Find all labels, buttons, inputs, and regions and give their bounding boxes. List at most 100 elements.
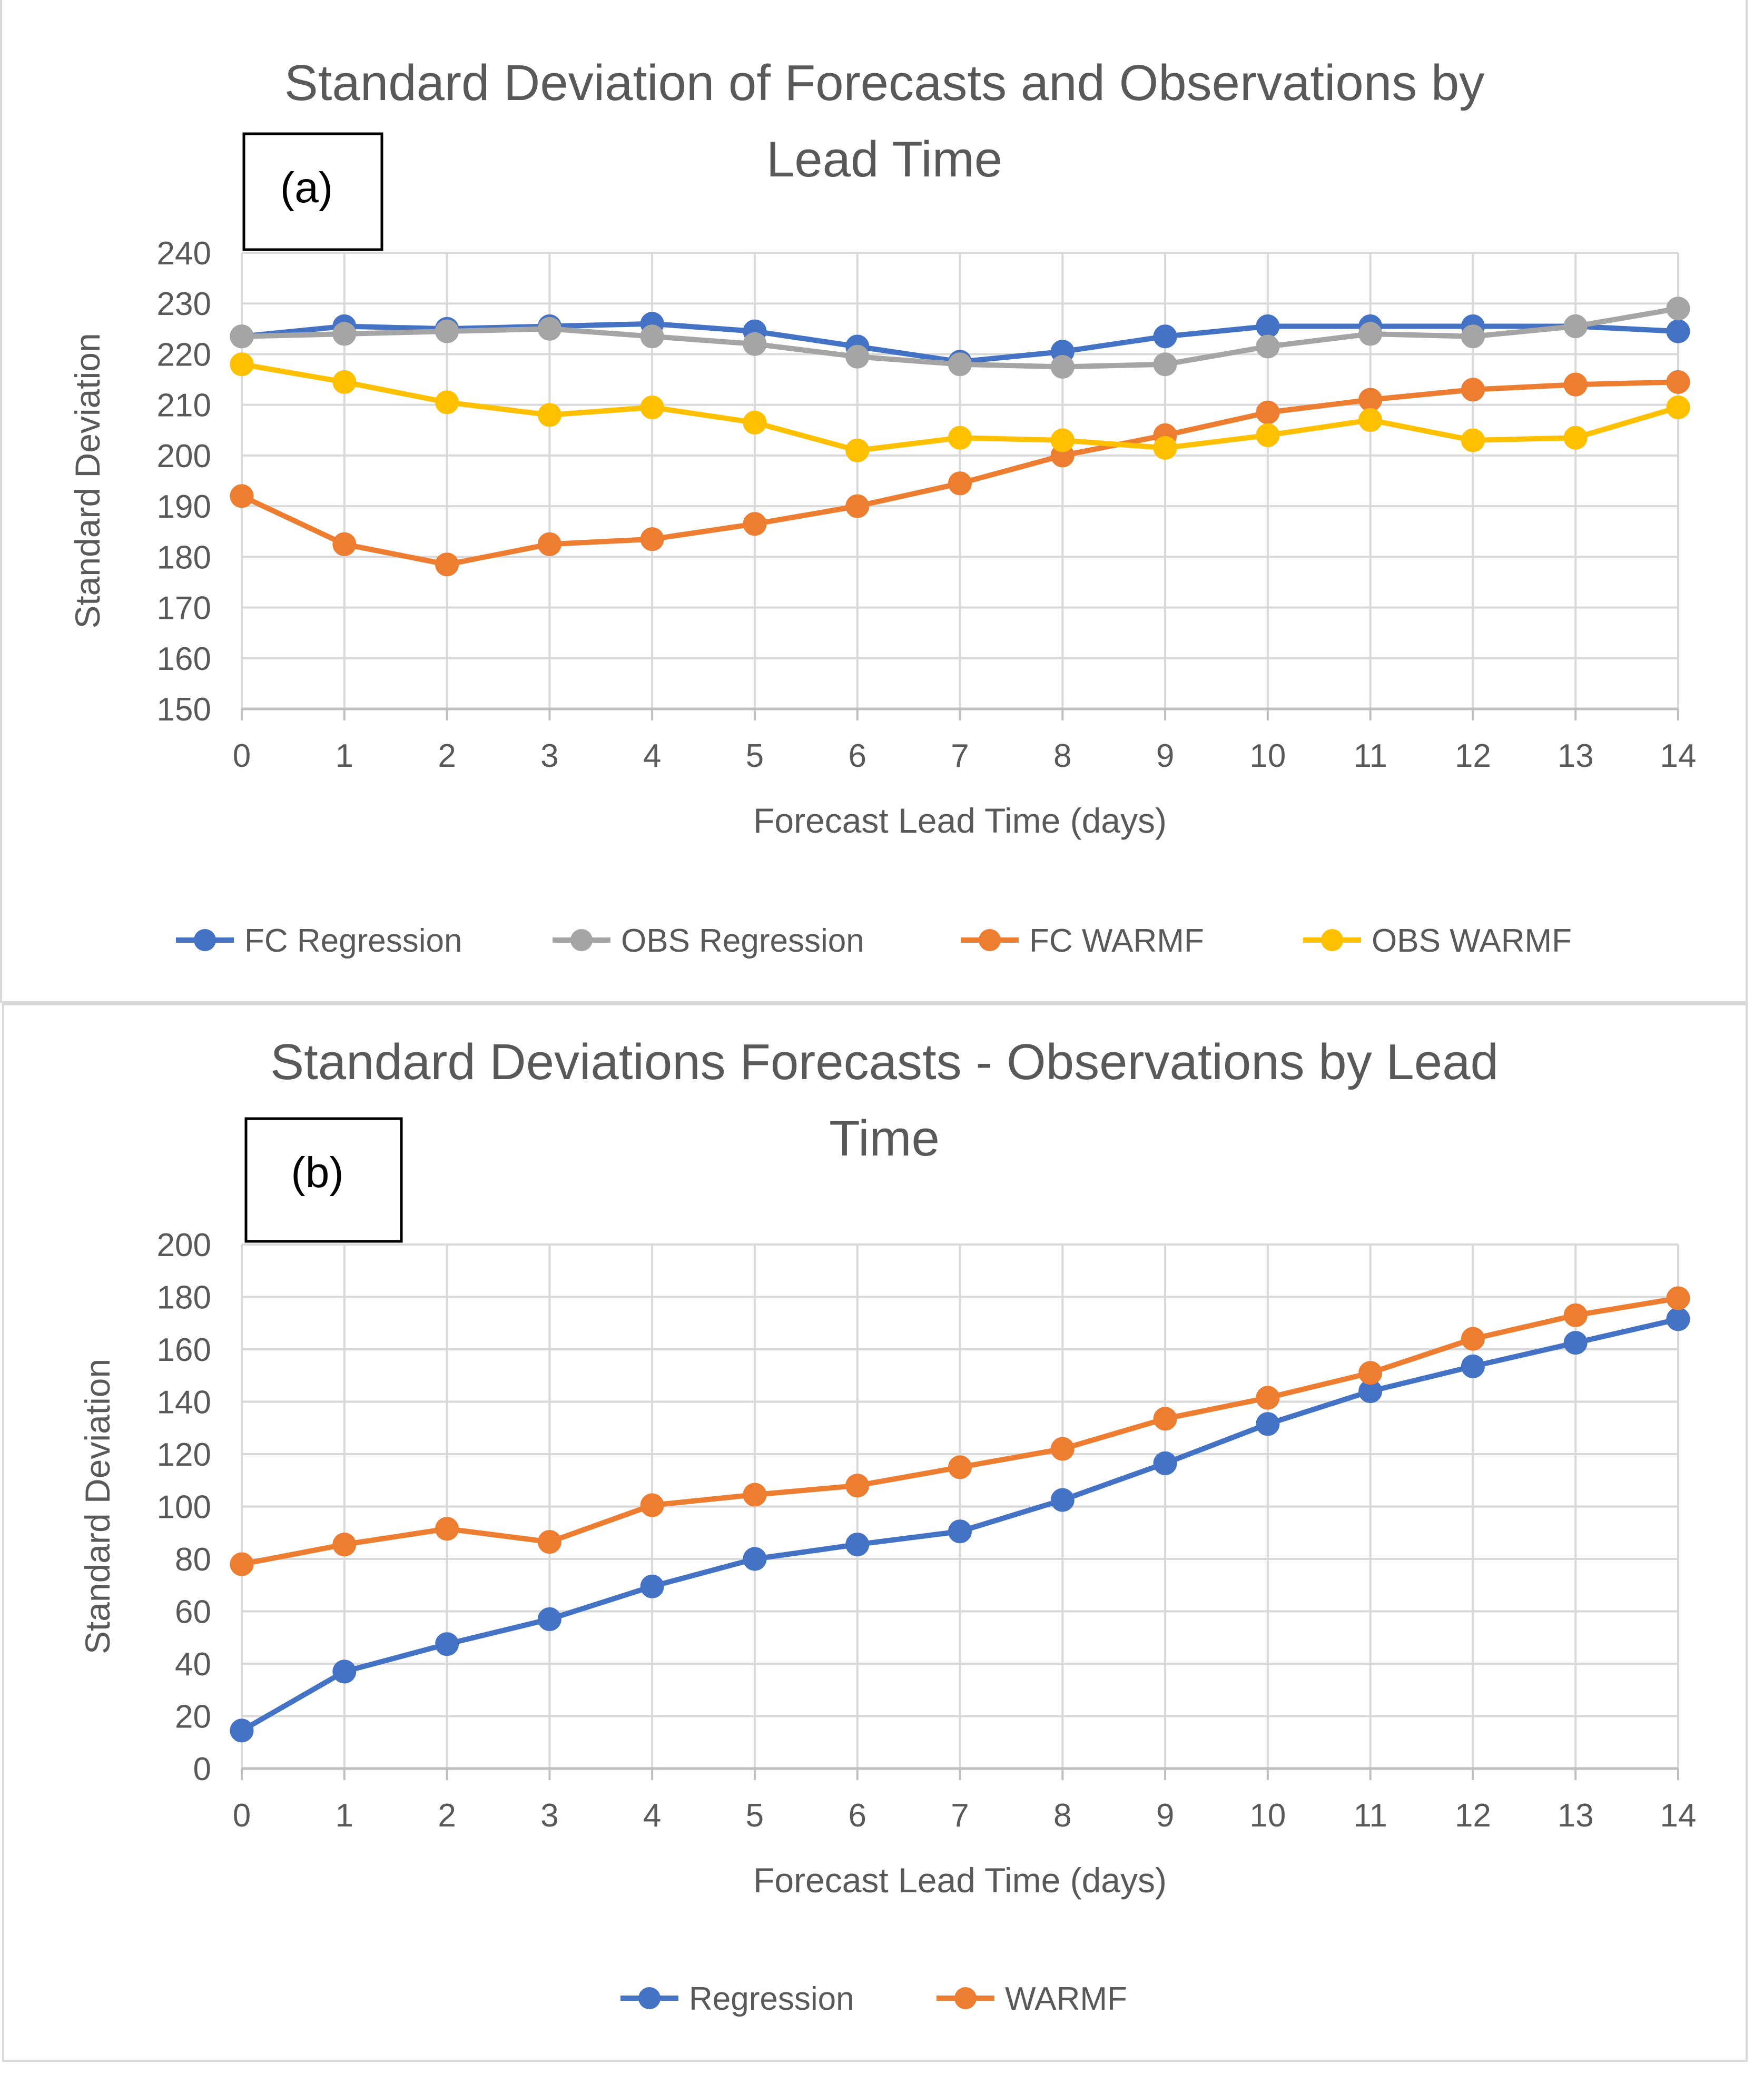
- panel-label: (a): [280, 164, 333, 212]
- data-point: [230, 1719, 254, 1743]
- legend-label: FC WARMF: [1029, 923, 1204, 959]
- legend-label: OBS WARMF: [1372, 923, 1572, 959]
- y-tick-label: 200: [157, 438, 211, 475]
- data-point: [1256, 314, 1280, 339]
- data-point: [1050, 355, 1075, 379]
- y-tick-label: 200: [157, 1227, 211, 1263]
- x-axis-label: Forecast Lead Time (days): [753, 801, 1167, 840]
- x-tick-label: 7: [951, 738, 969, 774]
- legend-marker: [1321, 929, 1343, 951]
- data-point: [537, 317, 561, 341]
- y-axis-label: Standard Deviation: [78, 1359, 117, 1654]
- data-point: [1256, 423, 1280, 447]
- legend-marker: [194, 929, 216, 951]
- y-tick-label: 160: [157, 641, 211, 677]
- data-point: [640, 527, 664, 551]
- data-point: [1563, 426, 1588, 450]
- data-point: [1153, 436, 1177, 460]
- y-tick-label: 0: [193, 1751, 211, 1787]
- y-tick-label: 210: [157, 388, 211, 424]
- data-point: [537, 1530, 561, 1554]
- x-tick-label: 13: [1558, 738, 1594, 774]
- x-tick-label: 4: [643, 1798, 661, 1834]
- data-point: [1563, 372, 1588, 397]
- data-point: [1153, 324, 1177, 349]
- data-point: [230, 324, 254, 349]
- data-point: [1666, 1286, 1690, 1310]
- data-point: [743, 410, 767, 434]
- y-tick-label: 220: [157, 337, 211, 373]
- y-tick-label: 80: [175, 1542, 211, 1578]
- y-tick-label: 100: [157, 1489, 211, 1526]
- data-point: [845, 1474, 870, 1498]
- y-axis-label: Standard Deviation: [68, 333, 107, 628]
- x-tick-label: 2: [438, 1798, 456, 1834]
- data-point: [640, 1574, 664, 1598]
- panel-label-box: [244, 1117, 403, 1243]
- x-tick-label: 10: [1249, 1798, 1286, 1834]
- data-point: [435, 1517, 459, 1541]
- data-point: [332, 1533, 357, 1557]
- data-point: [1256, 1412, 1280, 1436]
- y-tick-label: 190: [157, 489, 211, 525]
- data-point: [537, 403, 561, 427]
- data-point: [1256, 334, 1280, 359]
- x-tick-label: 11: [1353, 1798, 1387, 1834]
- data-point: [1461, 1327, 1485, 1351]
- data-point: [435, 319, 459, 343]
- x-tick-label: 10: [1249, 738, 1286, 774]
- data-point: [1563, 1303, 1588, 1327]
- y-tick-label: 160: [157, 1332, 211, 1368]
- x-tick-label: 9: [1156, 1798, 1174, 1834]
- data-point: [1050, 428, 1075, 452]
- data-point: [1153, 1451, 1177, 1475]
- data-point: [1050, 1488, 1075, 1512]
- x-tick-label: 14: [1660, 1798, 1697, 1834]
- legend-marker: [638, 1987, 661, 2009]
- y-tick-label: 60: [175, 1594, 211, 1631]
- data-point: [948, 426, 972, 450]
- data-point: [1153, 1407, 1177, 1431]
- chart-title-line: Standard Deviations Forecasts - Observat…: [270, 1034, 1499, 1090]
- data-point: [435, 1632, 459, 1656]
- data-point: [1461, 378, 1485, 402]
- y-tick-label: 170: [157, 590, 211, 627]
- data-point: [230, 484, 254, 508]
- y-tick-label: 150: [157, 692, 211, 728]
- data-point: [845, 438, 870, 462]
- x-tick-label: 5: [746, 738, 764, 774]
- chart-a-svg: Standard Deviation of Forecasts and Obse…: [68, 55, 1697, 959]
- data-point: [845, 494, 870, 518]
- data-point: [640, 1493, 664, 1517]
- x-tick-label: 8: [1053, 738, 1071, 774]
- x-tick-label: 14: [1660, 738, 1697, 774]
- y-tick-label: 20: [175, 1699, 211, 1735]
- data-point: [332, 1660, 357, 1684]
- data-point: [1358, 388, 1383, 412]
- y-tick-label: 230: [157, 286, 211, 322]
- legend-marker: [979, 929, 1001, 951]
- x-tick-label: 3: [540, 1798, 558, 1834]
- data-point: [1050, 1437, 1075, 1461]
- data-point: [948, 1455, 972, 1479]
- legend-marker: [954, 1987, 977, 2009]
- data-point: [948, 471, 972, 496]
- data-point: [230, 1552, 254, 1576]
- data-point: [332, 322, 357, 346]
- chart-b-svg: Standard Deviations Forecasts - Observat…: [78, 1034, 1697, 2017]
- data-point: [1563, 1331, 1588, 1355]
- data-point: [1666, 1307, 1690, 1331]
- y-tick-label: 120: [157, 1437, 211, 1473]
- x-tick-label: 4: [643, 738, 661, 774]
- x-tick-label: 6: [848, 738, 866, 774]
- x-tick-label: 13: [1558, 1798, 1594, 1834]
- data-point: [435, 552, 459, 577]
- y-tick-label: 240: [157, 235, 211, 272]
- data-point: [1666, 297, 1690, 321]
- y-tick-label: 40: [175, 1646, 211, 1683]
- y-tick-label: 180: [157, 1280, 211, 1316]
- x-tick-label: 6: [848, 1798, 866, 1834]
- legend-label: WARMF: [1005, 1981, 1127, 2017]
- data-point: [948, 1519, 972, 1544]
- data-point: [743, 1483, 767, 1507]
